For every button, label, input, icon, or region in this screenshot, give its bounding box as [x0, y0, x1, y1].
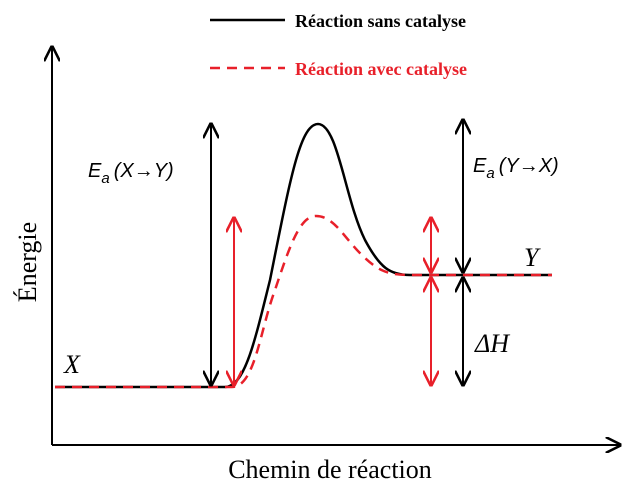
- ea-text: (X→Y): [114, 160, 174, 182]
- reactant-label: X: [63, 350, 81, 379]
- curve-catalysed: [55, 214, 552, 389]
- ea-subscript: a: [486, 165, 494, 182]
- ea-reverse: Ea (Y→X): [473, 155, 559, 182]
- x-axis-label: Chemin de réaction: [228, 455, 432, 484]
- ea-text: (Y→X): [499, 155, 559, 177]
- ea-symbol: E: [473, 155, 487, 177]
- ea-subscript: a: [101, 170, 109, 187]
- ea-forward: Ea (X→Y): [88, 160, 174, 187]
- product-label: Y: [524, 243, 541, 272]
- curve-uncatalysed: [55, 122, 552, 389]
- y-axis-label: Énergie: [13, 222, 42, 302]
- delta-h-label: ΔH: [474, 329, 510, 358]
- ea-symbol: E: [88, 160, 102, 182]
- legend-label: Réaction sans catalyse: [295, 11, 466, 31]
- legend-label: Réaction avec catalyse: [295, 59, 467, 79]
